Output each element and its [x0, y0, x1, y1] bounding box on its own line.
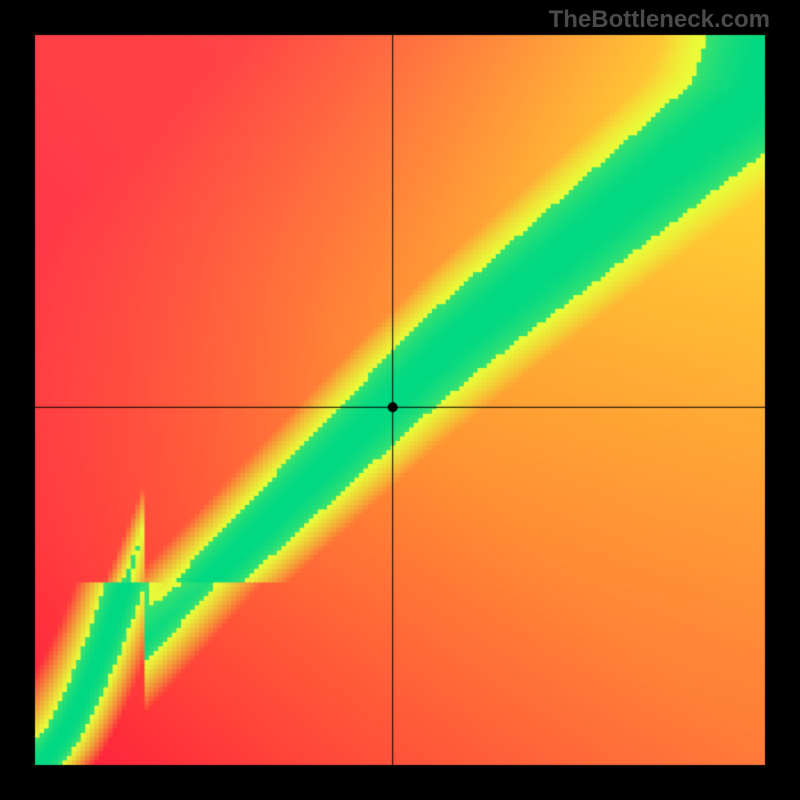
chart-frame: TheBottleneck.com	[0, 0, 800, 800]
heatmap-canvas	[0, 0, 800, 800]
